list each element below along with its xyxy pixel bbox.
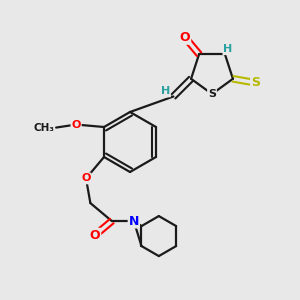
Text: S: S xyxy=(208,89,216,99)
Text: O: O xyxy=(81,173,91,183)
Text: CH₃: CH₃ xyxy=(33,123,54,133)
Text: S: S xyxy=(251,76,260,89)
Text: N: N xyxy=(129,214,139,228)
Text: O: O xyxy=(71,120,81,130)
Text: H: H xyxy=(223,44,232,54)
Text: O: O xyxy=(90,229,100,242)
Text: H: H xyxy=(161,86,170,97)
Text: O: O xyxy=(180,31,190,44)
